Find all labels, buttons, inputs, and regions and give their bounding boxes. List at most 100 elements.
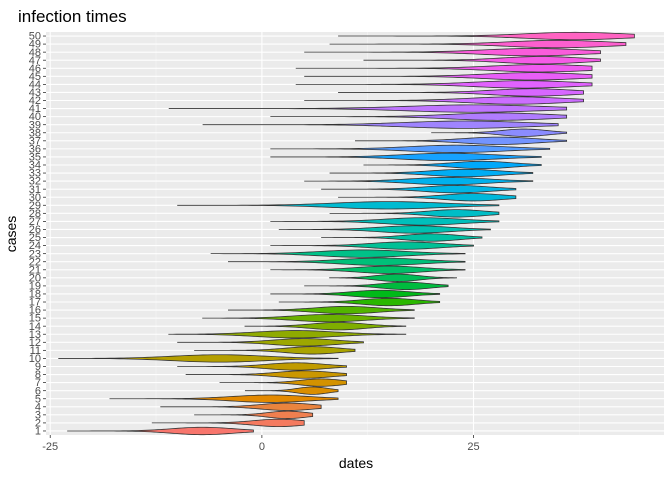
violin-case-38 [431, 128, 568, 137]
y-tick-label: 3 [35, 409, 41, 421]
violin-case-6 [244, 386, 339, 395]
violin-case-23 [210, 249, 466, 258]
y-tick-label: 34 [29, 160, 41, 172]
x-tick-label: 0 [259, 441, 265, 453]
violin-case-31 [321, 185, 517, 194]
violin-case-17 [278, 297, 441, 307]
y-tick-label: 26 [29, 224, 41, 236]
violin-case-49 [329, 39, 627, 49]
violin-case-7 [219, 378, 347, 387]
y-tick-label: 24 [29, 240, 41, 252]
y-tick-label: 45 [29, 71, 41, 83]
violin-case-13 [168, 330, 407, 339]
x-tick-label: -25 [42, 441, 58, 453]
y-tick-label: 8 [35, 369, 41, 381]
violin-case-14 [244, 322, 407, 331]
y-tick-label: 35 [29, 152, 41, 164]
violin-case-19 [304, 281, 449, 291]
violin-case-50 [338, 31, 635, 41]
y-tick-label: 1 [35, 426, 41, 438]
y-tick-label: 39 [29, 119, 41, 131]
violin-case-40 [270, 112, 568, 121]
y-tick-label: 41 [29, 103, 41, 115]
y-tick-label: 43 [29, 87, 41, 99]
violin-case-36 [270, 144, 551, 153]
violin-case-24 [270, 241, 474, 250]
violin-case-16 [228, 305, 415, 315]
y-tick-label: 20 [29, 272, 41, 284]
violin-case-32 [304, 176, 534, 186]
y-tick-label: 5 [35, 393, 41, 405]
y-tick-label: 17 [29, 297, 41, 309]
chart-title: infection times [18, 7, 127, 26]
y-tick-label: 36 [29, 143, 41, 155]
y-tick-label: 10 [29, 353, 41, 365]
y-tick-label: 32 [29, 176, 41, 188]
violin-case-41 [168, 104, 568, 113]
violin-case-34 [363, 160, 542, 170]
y-tick-label: 13 [29, 329, 41, 341]
y-tick-label: 14 [29, 321, 41, 333]
y-tick-label: 12 [29, 337, 41, 349]
violin-case-37 [355, 136, 568, 145]
y-tick-label: 11 [30, 345, 41, 357]
plot-layer: 1234567891011121314151617181920212223242… [29, 31, 664, 453]
y-tick-label: 47 [29, 55, 41, 67]
violin-case-21 [270, 265, 466, 274]
violin-case-26 [278, 225, 491, 234]
y-tick-label: 16 [29, 305, 41, 317]
y-tick-label: 18 [29, 289, 41, 301]
violin-case-22 [228, 257, 466, 266]
y-tick-label: 4 [35, 401, 41, 413]
violin-case-42 [304, 96, 584, 105]
y-tick-label: 49 [29, 39, 41, 51]
y-tick-label: 46 [29, 63, 41, 75]
violin-case-18 [270, 289, 441, 299]
y-tick-label: 37 [29, 135, 41, 147]
violin-case-43 [338, 88, 584, 97]
y-tick-label: 42 [29, 95, 41, 107]
violin-case-48 [304, 48, 601, 57]
y-tick-label: 27 [29, 216, 41, 228]
violin-case-10 [58, 354, 339, 363]
y-tick-label: 28 [29, 208, 41, 220]
violin-case-8 [185, 370, 347, 379]
violin-case-3 [194, 410, 314, 419]
violin-case-44 [295, 80, 593, 89]
violin-case-28 [329, 209, 500, 218]
y-tick-label: 33 [29, 168, 41, 180]
violin-case-30 [338, 193, 517, 202]
x-tick-label: 25 [467, 441, 479, 453]
y-tick-label: 44 [29, 79, 41, 91]
y-tick-label: 50 [29, 31, 41, 43]
y-tick-label: 31 [29, 184, 41, 196]
y-tick-label: 38 [29, 127, 41, 139]
y-tick-label: 7 [35, 377, 41, 389]
violin-case-47 [363, 56, 601, 65]
y-tick-label: 40 [29, 111, 41, 123]
violin-case-1 [67, 426, 254, 436]
y-tick-label: 25 [29, 232, 41, 244]
y-tick-label: 19 [29, 280, 41, 292]
violin-case-35 [270, 152, 542, 162]
violin-case-46 [295, 64, 593, 73]
y-tick-label: 15 [29, 313, 41, 325]
y-tick-label: 30 [29, 192, 41, 204]
y-tick-label: 9 [35, 361, 41, 373]
violin-case-33 [329, 168, 534, 178]
y-tick-label: 6 [35, 385, 41, 397]
violin-case-9 [177, 362, 347, 371]
y-tick-label: 2 [35, 418, 41, 430]
violin-case-20 [329, 273, 457, 282]
violin-case-11 [194, 346, 356, 355]
violin-case-15 [202, 314, 415, 323]
y-axis-title: cases [3, 216, 19, 253]
violin-case-4 [160, 402, 322, 411]
y-tick-label: 48 [29, 47, 41, 59]
violin-case-29 [177, 201, 500, 210]
violin-case-25 [321, 233, 483, 242]
violin-case-12 [177, 338, 364, 347]
violin-case-27 [270, 217, 500, 226]
x-axis-title: dates [339, 455, 373, 471]
